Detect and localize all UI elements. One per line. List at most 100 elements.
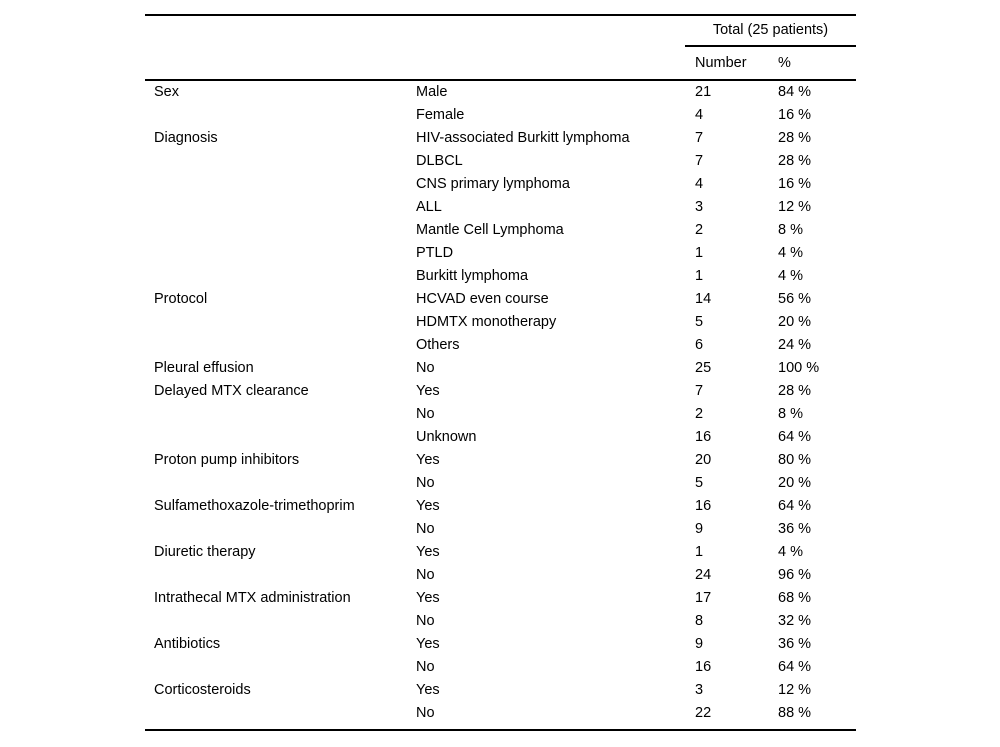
table-subheader-row: Number %: [145, 47, 856, 79]
row-number: 7: [695, 383, 704, 399]
row-label: ALL: [416, 199, 442, 215]
table-row: PTLD 1 4 %: [145, 242, 856, 265]
column-header-percent: %: [778, 55, 791, 71]
row-category: Proton pump inhibitors: [154, 452, 300, 468]
row-percent: 4 %: [778, 245, 803, 261]
row-label: Female: [416, 107, 465, 123]
row-category: Sulfamethoxazole-trimethoprim: [154, 498, 355, 514]
table-top-rule: [145, 14, 856, 16]
row-category: [145, 472, 416, 495]
table-row: DLBCL 7 28 %: [145, 150, 856, 173]
row-number: 20: [695, 452, 712, 468]
patient-characteristics-table: Total (25 patients) Number % Sex Male 21…: [145, 14, 856, 731]
row-number: 21: [695, 84, 712, 100]
row-category: [145, 265, 416, 288]
table-row: Proton pump inhibitors Yes 20 80 %: [145, 449, 856, 472]
row-label: Yes: [416, 682, 440, 698]
table-row: Unknown 16 64 %: [145, 426, 856, 449]
row-label: PTLD: [416, 245, 454, 261]
row-category: Intrathecal MTX administration: [154, 590, 351, 606]
row-category: [145, 334, 416, 357]
row-category: [145, 426, 416, 449]
row-percent: 8 %: [778, 222, 803, 238]
row-percent: 20 %: [778, 314, 812, 330]
row-category: [145, 196, 416, 219]
row-percent: 20 %: [778, 475, 812, 491]
row-number: 1: [695, 544, 704, 560]
row-percent: 64 %: [778, 498, 812, 514]
table-row: No 16 64 %: [145, 656, 856, 679]
row-number: 1: [695, 245, 704, 261]
row-category: Protocol: [154, 291, 208, 307]
column-header-number: Number: [695, 55, 747, 71]
row-number: 3: [695, 199, 704, 215]
row-category: Delayed MTX clearance: [154, 383, 309, 399]
row-label: No: [416, 659, 435, 675]
row-percent: 24 %: [778, 337, 812, 353]
row-number: 16: [695, 498, 712, 514]
row-number: 4: [695, 176, 704, 192]
row-number: 2: [695, 222, 704, 238]
row-percent: 36 %: [778, 636, 812, 652]
row-category: [145, 150, 416, 173]
row-percent: 64 %: [778, 659, 812, 675]
row-label: No: [416, 705, 435, 721]
table-row: Sex Male 21 84 %: [145, 81, 856, 104]
total-patients-header: Total (25 patients): [712, 22, 829, 38]
row-number: 5: [695, 314, 704, 330]
row-label: No: [416, 613, 435, 629]
row-label: No: [416, 521, 435, 537]
table-row: Antibiotics Yes 9 36 %: [145, 633, 856, 656]
row-category: [145, 311, 416, 334]
table-row: No 8 32 %: [145, 610, 856, 633]
table-row: No 2 8 %: [145, 403, 856, 426]
row-label: No: [416, 360, 435, 376]
table-row: CNS primary lymphoma 4 16 %: [145, 173, 856, 196]
table-row: Female 4 16 %: [145, 104, 856, 127]
row-label: Unknown: [416, 429, 477, 445]
row-label: Yes: [416, 383, 440, 399]
table-row: Protocol HCVAD even course 14 56 %: [145, 288, 856, 311]
row-category: Antibiotics: [154, 636, 221, 652]
row-number: 16: [695, 429, 712, 445]
table-row: No 5 20 %: [145, 472, 856, 495]
row-number: 8: [695, 613, 704, 629]
row-percent: 32 %: [778, 613, 812, 629]
row-category: [145, 656, 416, 679]
row-label: HIV-associated Burkitt lymphoma: [416, 130, 630, 146]
header-separator-rule: [145, 79, 856, 81]
row-percent: 56 %: [778, 291, 812, 307]
row-number: 25: [695, 360, 712, 376]
row-number: 6: [695, 337, 704, 353]
row-category: Diuretic therapy: [154, 544, 256, 560]
table-row: Delayed MTX clearance Yes 7 28 %: [145, 380, 856, 403]
row-number: 3: [695, 682, 704, 698]
row-number: 9: [695, 521, 704, 537]
row-percent: 68 %: [778, 590, 812, 606]
row-percent: 96 %: [778, 567, 812, 583]
row-percent: 16 %: [778, 107, 812, 123]
row-label: Yes: [416, 636, 440, 652]
table-row: Diuretic therapy Yes 1 4 %: [145, 541, 856, 564]
row-category: [145, 104, 416, 127]
row-percent: 36 %: [778, 521, 812, 537]
row-percent: 4 %: [778, 544, 803, 560]
row-category: [145, 610, 416, 633]
row-label: Burkitt lymphoma: [416, 268, 529, 284]
row-label: Others: [416, 337, 460, 353]
table-row: Others 6 24 %: [145, 334, 856, 357]
table-row: No 24 96 %: [145, 564, 856, 587]
table-row: Sulfamethoxazole-trimethoprim Yes 16 64 …: [145, 495, 856, 518]
row-label: Yes: [416, 452, 440, 468]
table-row: Mantle Cell Lymphoma 2 8 %: [145, 219, 856, 242]
row-number: 1: [695, 268, 704, 284]
table-header-total-row: Total (25 patients): [145, 16, 856, 45]
row-percent: 12 %: [778, 682, 812, 698]
row-number: 24: [695, 567, 712, 583]
row-label: No: [416, 475, 435, 491]
row-category: [145, 403, 416, 426]
row-number: 17: [695, 590, 712, 606]
row-label: Male: [416, 84, 448, 100]
total-header-underline-rule: [685, 45, 856, 47]
row-percent: 28 %: [778, 383, 812, 399]
